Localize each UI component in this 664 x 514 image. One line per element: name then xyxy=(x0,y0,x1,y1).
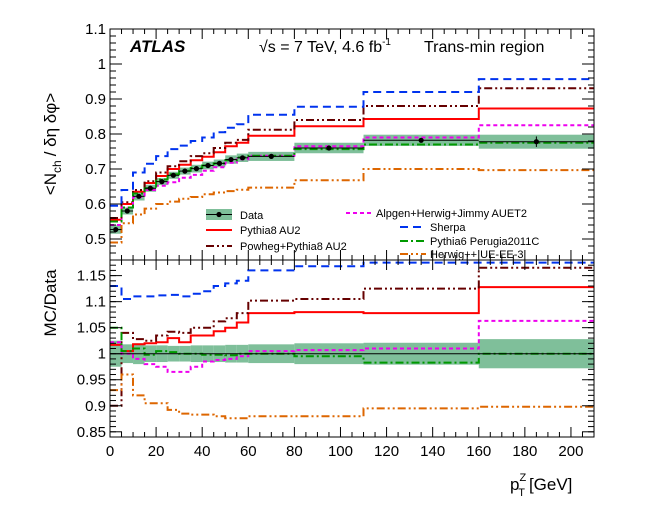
data-point xyxy=(147,185,153,191)
upper-ylabel-sub: ch xyxy=(50,160,64,173)
upper-ylabel-main: <N xyxy=(41,173,60,195)
data-point xyxy=(182,168,188,174)
experiment-label: ATLAS xyxy=(129,37,186,56)
legend-entry-data: Data xyxy=(206,209,264,222)
x-tick-label: 80 xyxy=(286,443,303,460)
data-point xyxy=(216,160,223,166)
x-tick-label: 120 xyxy=(374,443,399,460)
upper-ytick-label: 0.8 xyxy=(85,126,106,143)
legend-label-pythia6: Pythia6 Perugia2011C xyxy=(430,236,539,248)
data-point xyxy=(113,226,119,233)
xlabel-sub: T xyxy=(518,487,525,499)
upper-y-axis-label: <Nch / δη δφ> xyxy=(41,93,64,195)
data-point xyxy=(159,179,165,185)
energy-text: √s = 7 TeV, 4.6 fb xyxy=(259,39,382,56)
upper-ytick-label: 0.9 xyxy=(85,91,106,108)
legend-label-herwig: Herwig++ UE-EE-3 xyxy=(430,249,524,261)
x-tick-label: 40 xyxy=(194,443,211,460)
legend: Data Pythia8 AU2 Powheg+Pythia8 AU2 Alpg… xyxy=(206,208,539,261)
legend-entry-herwig: Herwig++ UE-EE-3 xyxy=(400,249,524,261)
xlabel-unit: [GeV] xyxy=(529,475,572,494)
upper-x-ticks xyxy=(109,29,595,260)
legend-entry-powheg: Powheg+Pythia8 AU2 xyxy=(206,241,347,253)
lower-ytick-label: 1 xyxy=(98,346,106,363)
legend-label-pythia8: Pythia8 AU2 xyxy=(240,225,301,237)
data-point xyxy=(239,155,246,161)
upper-ytick-label: 0.6 xyxy=(85,196,106,213)
upper-ytick-label: 0.7 xyxy=(85,161,106,178)
x-tick-label: 20 xyxy=(148,443,165,460)
lower-x-ticks: 0 20 40 60 80 100 120 140 160 180 200 xyxy=(106,260,595,460)
upper-line-herwig-ue-ee-3 xyxy=(110,168,594,244)
legend-entry-pythia6: Pythia6 Perugia2011C xyxy=(400,236,539,248)
data-point xyxy=(418,137,424,143)
lower-y-axis-label: MC/Data xyxy=(41,269,60,337)
energy-label: √s = 7 TeV, 4.6 fb-1 xyxy=(259,37,391,56)
lower-ytick-label: 1.1 xyxy=(85,294,106,311)
xlabel-main: p xyxy=(510,475,519,494)
upper-data-points xyxy=(110,136,594,233)
data-point xyxy=(193,166,200,172)
upper-ytick-label: 1 xyxy=(98,56,106,73)
lower-ytick-label: 0.85 xyxy=(77,424,106,441)
upper-y-ticks: 0.5 0.6 0.7 0.8 0.9 1 1.1 xyxy=(85,21,594,261)
upper-ytick-label: 1.1 xyxy=(85,21,106,38)
x-tick-label: 160 xyxy=(466,443,491,460)
x-tick-label: 100 xyxy=(328,443,353,460)
x-tick-label: 0 xyxy=(106,443,114,460)
data-point xyxy=(136,193,142,199)
lower-line-alpgen-herwig-jimmy-auet2 xyxy=(110,319,594,373)
upper-line-sherpa xyxy=(110,78,594,207)
lower-y-ticks: 0.85 0.9 0.95 1 1.05 1.1 1.15 xyxy=(77,259,594,441)
data-point xyxy=(228,156,234,163)
lower-panel: 0.85 0.9 0.95 1 1.05 1.1 1.15 0 20 40 60 80 100 120 1… xyxy=(41,259,595,460)
data-point xyxy=(326,145,332,151)
lower-line-powheg-pythia8-au2 xyxy=(110,266,594,407)
data-point xyxy=(124,208,130,214)
legend-label-data: Data xyxy=(240,210,264,222)
upper-line-pythia6-perugia2011c xyxy=(110,141,594,223)
legend-label-powheg: Powheg+Pythia8 AU2 xyxy=(240,241,347,253)
data-point xyxy=(533,139,539,145)
x-axis-label: pZ T [GeV] xyxy=(510,472,572,499)
legend-label-alpgen: Alpgen+Herwig+Jimmy AUET2 xyxy=(376,208,527,220)
lower-line-pythia8-au2 xyxy=(110,286,594,353)
legend-data-marker xyxy=(216,211,222,218)
legend-entry-pythia8: Pythia8 AU2 xyxy=(206,225,301,237)
legend-entry-sherpa: Sherpa xyxy=(400,222,466,234)
upper-panel: 0.5 0.6 0.7 0.8 0.9 1 1.1 ATLAS √s = 7 TeV, 4.… xyxy=(41,21,595,261)
lumi-superscript: -1 xyxy=(382,37,391,48)
data-point xyxy=(268,153,274,159)
lower-ytick-label: 0.9 xyxy=(85,398,106,415)
upper-ylabel-rest: / δη δφ> xyxy=(41,93,60,157)
x-tick-label: 200 xyxy=(558,443,583,460)
region-label: Trans-min region xyxy=(424,39,544,56)
data-point xyxy=(205,162,211,169)
x-tick-label: 140 xyxy=(420,443,445,460)
lower-ytick-label: 1.15 xyxy=(77,268,106,285)
legend-entry-alpgen: Alpgen+Herwig+Jimmy AUET2 xyxy=(346,208,527,220)
lower-ytick-label: 0.95 xyxy=(77,372,106,389)
x-tick-label: 60 xyxy=(240,443,257,460)
xlabel-sup: Z xyxy=(519,472,526,484)
data-point xyxy=(170,172,176,178)
x-tick-label: 180 xyxy=(512,443,537,460)
lower-line-herwig-ue-ee-3 xyxy=(110,373,594,420)
lower-ytick-label: 1.05 xyxy=(77,320,106,337)
legend-label-sherpa: Sherpa xyxy=(430,222,466,234)
upper-ytick-label: 0.5 xyxy=(85,231,106,248)
